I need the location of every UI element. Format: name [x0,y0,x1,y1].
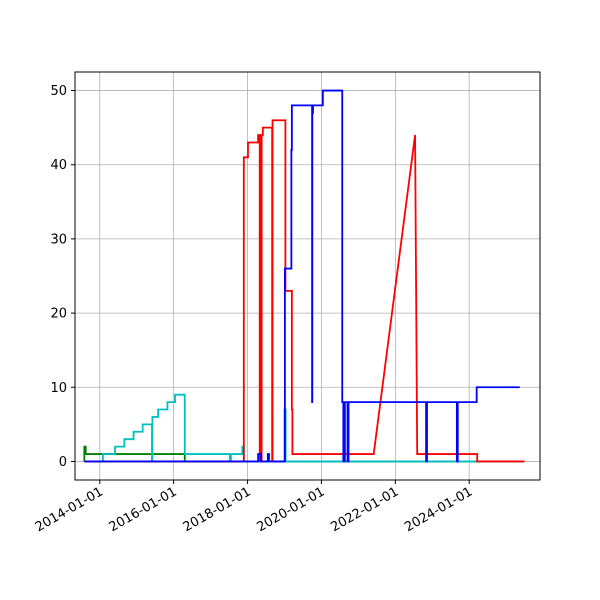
plot-frame [74,71,541,481]
series-line-3 [84,119,525,463]
y-tick-label: 50 [50,84,67,99]
x-tick-label: 2020-01-01 [254,484,327,535]
x-tick-label: 2016-01-01 [107,484,180,535]
y-tick-label: 40 [50,158,67,173]
y-tick-label: 0 [59,455,67,470]
y-tick-label: 20 [50,307,67,322]
y-tick-label: 10 [50,381,67,396]
series-lines [83,89,525,463]
x-tick-label: 2024-01-01 [402,484,475,535]
grid-lines [75,72,540,480]
y-tick-label: 30 [50,232,67,247]
axes: 0 10 20 30 40 50 2014-01-01 2016-01-01 2018-01-0… [33,71,541,535]
x-tick-label: 2014-01-01 [33,484,106,535]
series-line-4 [84,89,520,463]
x-tick-label: 2022-01-01 [328,484,401,535]
x-tick-label: 2018-01-01 [181,484,254,535]
